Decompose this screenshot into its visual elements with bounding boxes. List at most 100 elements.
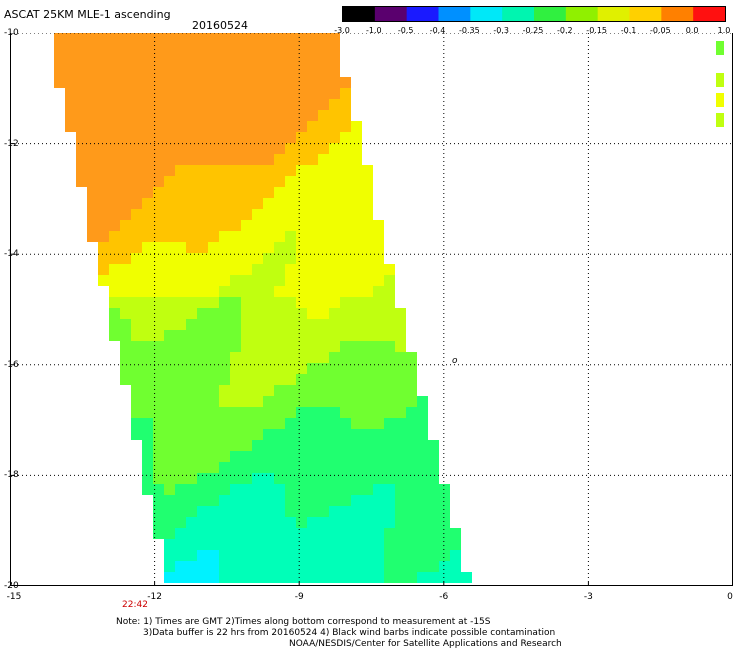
swath-cell bbox=[164, 110, 175, 121]
swath-cell bbox=[186, 154, 197, 165]
swath-cell bbox=[274, 385, 285, 396]
swath-cell bbox=[329, 209, 340, 220]
swath-cell bbox=[175, 495, 186, 506]
swath-cell bbox=[109, 66, 120, 77]
swath-cell bbox=[274, 462, 285, 473]
swath-cell bbox=[274, 220, 285, 231]
swath-cell bbox=[230, 517, 241, 528]
swath-cell bbox=[153, 88, 164, 99]
swath-cell bbox=[340, 99, 351, 110]
swath-cell bbox=[307, 55, 318, 66]
swath-cell bbox=[197, 121, 208, 132]
swath-cell bbox=[241, 561, 252, 572]
swath-cell bbox=[362, 561, 373, 572]
swath-cell bbox=[252, 473, 263, 484]
swath-cell bbox=[142, 209, 153, 220]
swath-cell bbox=[428, 473, 439, 484]
swath-cell bbox=[373, 561, 384, 572]
swath-cell bbox=[428, 517, 439, 528]
swath-cell bbox=[219, 330, 230, 341]
swath-cell bbox=[241, 198, 252, 209]
swath-cell bbox=[208, 88, 219, 99]
color-scale-swatch bbox=[534, 7, 567, 21]
swath-cell bbox=[197, 539, 208, 550]
swath-cell bbox=[351, 319, 362, 330]
swath-cell bbox=[252, 55, 263, 66]
swath-cell bbox=[362, 187, 373, 198]
swath-cell bbox=[197, 220, 208, 231]
swath-cell bbox=[318, 330, 329, 341]
swath-cell bbox=[98, 66, 109, 77]
swath-cell bbox=[395, 517, 406, 528]
swath-cell bbox=[164, 517, 175, 528]
swath-cell bbox=[219, 55, 230, 66]
swath-cell bbox=[142, 297, 153, 308]
swath-cell bbox=[98, 209, 109, 220]
swath-cell bbox=[241, 308, 252, 319]
swath-cell bbox=[175, 385, 186, 396]
swath-cell bbox=[131, 297, 142, 308]
swath-cell bbox=[329, 396, 340, 407]
swath-cell bbox=[252, 341, 263, 352]
swath-cell bbox=[329, 506, 340, 517]
swath-cell bbox=[153, 319, 164, 330]
swath-cell bbox=[395, 352, 406, 363]
swath-cell bbox=[186, 88, 197, 99]
swath-cell bbox=[318, 198, 329, 209]
swath-cell bbox=[329, 561, 340, 572]
swath-cell bbox=[285, 418, 296, 429]
swath-cell bbox=[153, 286, 164, 297]
swath-cell bbox=[219, 99, 230, 110]
swath-cell bbox=[252, 176, 263, 187]
swath-cell bbox=[65, 33, 76, 44]
swath-cell bbox=[241, 506, 252, 517]
swath-cell bbox=[120, 220, 131, 231]
swath-cell bbox=[186, 429, 197, 440]
swath-cell bbox=[384, 407, 395, 418]
swath-cell bbox=[285, 264, 296, 275]
swath-cell bbox=[175, 297, 186, 308]
swath-cell bbox=[98, 165, 109, 176]
swath-cell bbox=[230, 110, 241, 121]
swath-cell bbox=[406, 352, 417, 363]
swath-cell bbox=[241, 88, 252, 99]
swath-cell bbox=[142, 220, 153, 231]
swath-cell bbox=[197, 396, 208, 407]
swath-cell bbox=[351, 264, 362, 275]
swath-cell bbox=[329, 550, 340, 561]
swath-cell bbox=[131, 352, 142, 363]
swath-cell bbox=[197, 187, 208, 198]
swath-cell bbox=[351, 231, 362, 242]
swath-cell bbox=[164, 176, 175, 187]
swath-cell bbox=[296, 550, 307, 561]
swath-cell bbox=[274, 308, 285, 319]
swath-cell bbox=[252, 187, 263, 198]
swath-cell bbox=[230, 495, 241, 506]
swath-cell bbox=[384, 396, 395, 407]
swath-cell bbox=[340, 385, 351, 396]
swath-cell bbox=[131, 154, 142, 165]
swath-cell bbox=[54, 55, 65, 66]
swath-cell bbox=[384, 462, 395, 473]
swath-cell bbox=[384, 374, 395, 385]
swath-cell bbox=[153, 33, 164, 44]
swath-cell bbox=[252, 396, 263, 407]
swath-cell bbox=[197, 385, 208, 396]
swath-cell bbox=[274, 517, 285, 528]
swath-cell bbox=[296, 341, 307, 352]
swath-cell bbox=[142, 418, 153, 429]
swath-cell bbox=[87, 132, 98, 143]
swath-cell bbox=[285, 297, 296, 308]
swath-cell bbox=[318, 561, 329, 572]
swath-cell bbox=[164, 341, 175, 352]
swath-cell bbox=[241, 66, 252, 77]
swath-cell bbox=[219, 561, 230, 572]
swath-cell bbox=[395, 451, 406, 462]
swath-cell bbox=[307, 209, 318, 220]
swath-cell bbox=[373, 220, 384, 231]
swath-cell bbox=[175, 44, 186, 55]
swath-cell bbox=[318, 99, 329, 110]
swath-cell bbox=[153, 132, 164, 143]
swath-cell bbox=[230, 286, 241, 297]
swath-cell bbox=[186, 462, 197, 473]
